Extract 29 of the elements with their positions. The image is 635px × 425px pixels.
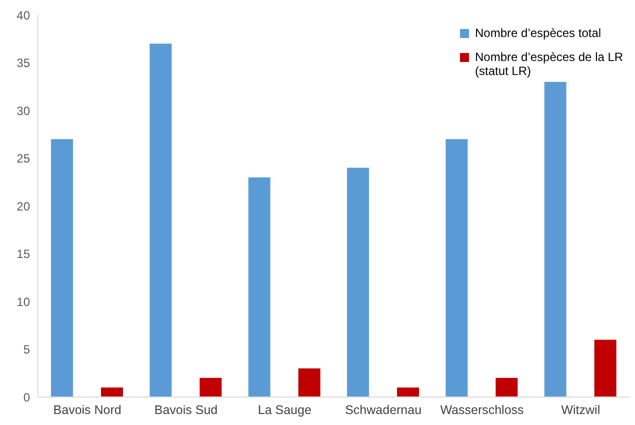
bar (101, 387, 123, 397)
y-tick-label: 30 (16, 104, 30, 118)
bar (248, 177, 270, 397)
bar (150, 44, 172, 397)
x-tick-label: La Sauge (258, 402, 312, 417)
legend-label: Nombre d’espèces de la LR (statut LR) (475, 50, 624, 78)
y-tick-label: 25 (16, 152, 30, 166)
y-tick-label: 0 (23, 390, 30, 404)
y-tick-label: 10 (16, 294, 30, 309)
bar (51, 139, 73, 397)
y-tick-label: 20 (16, 199, 30, 214)
x-tick-label: Bavois Nord (53, 402, 122, 417)
bar (544, 82, 566, 397)
x-tick-label: Wasserschloss (440, 402, 524, 417)
y-tick-label: 15 (16, 247, 30, 262)
x-tick-label: Bavois Sud (154, 402, 218, 417)
legend-label: Nombre d’espèces total (475, 26, 602, 40)
y-tick-label: 5 (23, 342, 30, 357)
y-tick-label: 40 (16, 8, 30, 22)
x-tick-label: Witzwil (561, 402, 600, 417)
bar (298, 368, 320, 397)
bar (200, 378, 222, 397)
bar (594, 340, 616, 397)
bar (397, 387, 419, 397)
bar (446, 139, 468, 397)
y-tick-label: 35 (16, 56, 30, 70)
x-tick-label: Schwadernau (345, 402, 422, 417)
bar (347, 168, 369, 397)
bar (496, 378, 518, 397)
